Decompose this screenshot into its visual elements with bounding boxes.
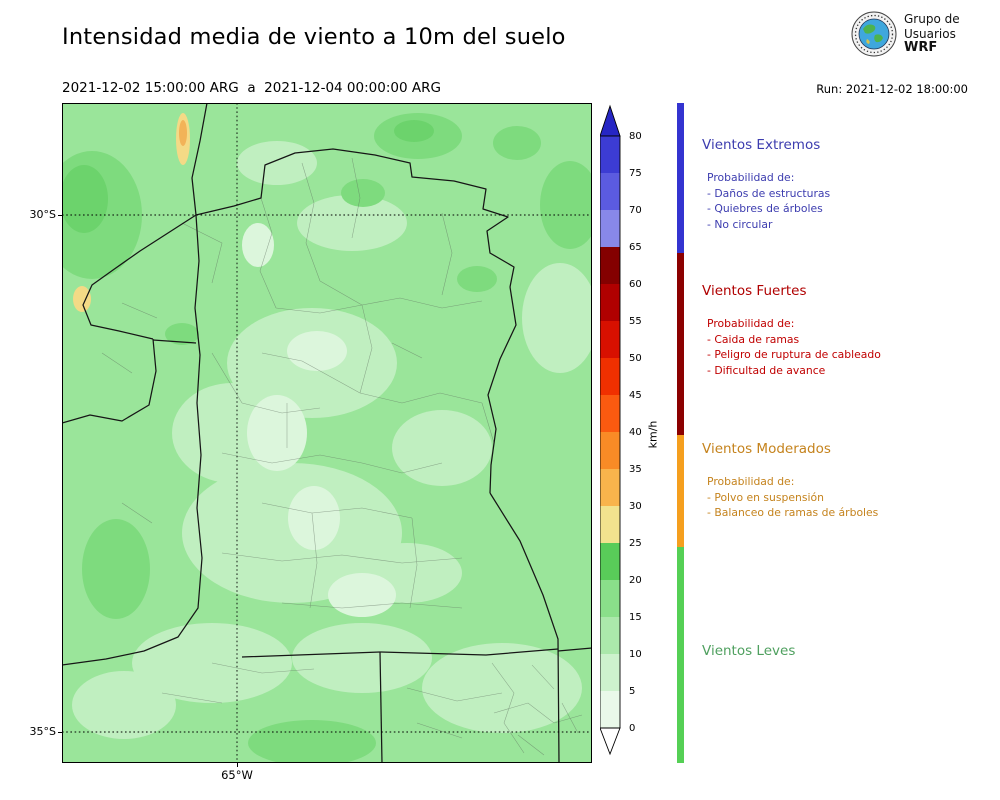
legend-category-lines: Probabilidad de: - Daños de estructuras - …	[707, 170, 998, 232]
colorbar-tick-label: 30	[629, 500, 642, 512]
deepest-green-shading	[60, 120, 434, 233]
legend-category-title: Vientos Extremos	[702, 137, 821, 153]
colorbar-tick-label: 15	[629, 611, 642, 623]
forecast-date-range: 2021-12-02 15:00:00 ARG a 2021-12-04 00:…	[62, 80, 441, 96]
lat-tick-label-35s: 35°S	[29, 725, 56, 738]
legend-line: - Quiebres de árboles	[707, 202, 823, 216]
colorbar-tick-label: 10	[629, 648, 642, 660]
colorbar-tick-label: 20	[629, 574, 642, 586]
logo-text: Grupo de Usuarios WRF	[904, 12, 960, 56]
legend-line: - No circular	[707, 217, 773, 231]
category-strip-leves	[677, 547, 684, 763]
colorbar-tick-label: 45	[629, 389, 642, 401]
legend-line: - Dificultad de avance	[707, 363, 826, 377]
logo-line-3: WRF	[904, 40, 938, 56]
legend-line: - Caida de ramas	[707, 332, 800, 346]
wind-intensity-map	[42, 102, 600, 766]
logo-line-1: Grupo de	[904, 12, 960, 27]
legend-line: - Polvo en suspensión	[707, 490, 824, 504]
colorbar-tick-label: 5	[629, 685, 636, 697]
globe-icon	[851, 11, 897, 57]
legend-category-moderados: Vientos Moderados Probabilidad de: - Polvo…	[702, 441, 998, 521]
legend-category-leves: Vientos Leves	[702, 643, 998, 659]
colorbar-tick-label: 50	[629, 352, 642, 364]
legend-category-title: Vientos Moderados	[702, 441, 831, 457]
model-run-label: Run: 2021-12-02 18:00:00	[816, 82, 968, 96]
colorbar-tick-label: 70	[629, 204, 642, 216]
page-title: Intensidad media de viento a 10m del sue…	[62, 24, 566, 50]
colorbar-tick-label: 80	[629, 130, 642, 142]
colorbar-tick-label: 0	[629, 722, 636, 734]
legend-line: - Balanceo de ramas de árboles	[707, 506, 879, 520]
colorbar-tick-label: 35	[629, 463, 642, 475]
legend-line: Probabilidad de:	[707, 475, 795, 488]
lightest-wind-shading	[242, 223, 396, 617]
category-strip-moderados	[677, 435, 684, 547]
colorbar	[599, 103, 622, 763]
category-strip-fuertes	[677, 253, 684, 435]
wind-category-strip	[677, 103, 684, 763]
colorbar-tick-labels: 80 75 70 65 60 55 50 45 40 35 30 25 20 15 10 5 0	[627, 103, 661, 763]
colorbar-scale	[599, 104, 621, 756]
colorbar-tick-label: 40	[629, 426, 642, 438]
legend-line: Probabilidad de:	[707, 317, 795, 330]
stronger-wind-shading	[42, 113, 600, 766]
colorbar-tick-label: 60	[629, 278, 642, 290]
legend-line: Probabilidad de:	[707, 171, 795, 184]
province-borders	[61, 102, 593, 764]
moderate-wind-patches	[73, 113, 190, 312]
category-strip-extremos	[677, 103, 684, 253]
lon-tick-label-65w: 65°W	[221, 768, 253, 782]
lon-axis-tick-65w	[237, 763, 238, 767]
legend-category-lines: Probabilidad de: - Polvo en suspensión - B…	[707, 474, 998, 521]
lat-tick-label-30s: 30°S	[29, 208, 56, 221]
colorbar-unit-label: km/h	[646, 420, 660, 449]
department-borders	[101, 157, 583, 756]
colorbar-tick-label: 65	[629, 241, 642, 253]
map-area	[42, 102, 600, 766]
legend-category-title: Vientos Fuertes	[702, 283, 807, 299]
wind-category-legend: Vientos Extremos Probabilidad de: - Daños …	[702, 103, 998, 763]
legend-category-fuertes: Vientos Fuertes Probabilidad de: - Caida d…	[702, 283, 998, 378]
lat-axis-tick-30s	[58, 215, 62, 216]
legend-category-title: Vientos Leves	[702, 643, 796, 659]
legend-line: - Peligro de ruptura de cableado	[707, 348, 881, 362]
colorbar-tick-label: 55	[629, 315, 642, 327]
map-frame	[62, 103, 592, 763]
legend-category-lines: Probabilidad de: - Caida de ramas - Peligr…	[707, 316, 998, 378]
legend-category-extremos: Vientos Extremos Probabilidad de: - Daños …	[702, 137, 998, 232]
latlon-gridlines	[62, 103, 592, 763]
colorbar-tick-label: 25	[629, 537, 642, 549]
legend-line: - Daños de estructuras	[707, 186, 831, 200]
logo-line-2: Usuarios	[904, 26, 956, 41]
wrf-users-group-logo: Grupo de Usuarios WRF	[851, 11, 960, 57]
colorbar-tick-label: 75	[629, 167, 642, 179]
lat-axis-tick-35s	[58, 732, 62, 733]
